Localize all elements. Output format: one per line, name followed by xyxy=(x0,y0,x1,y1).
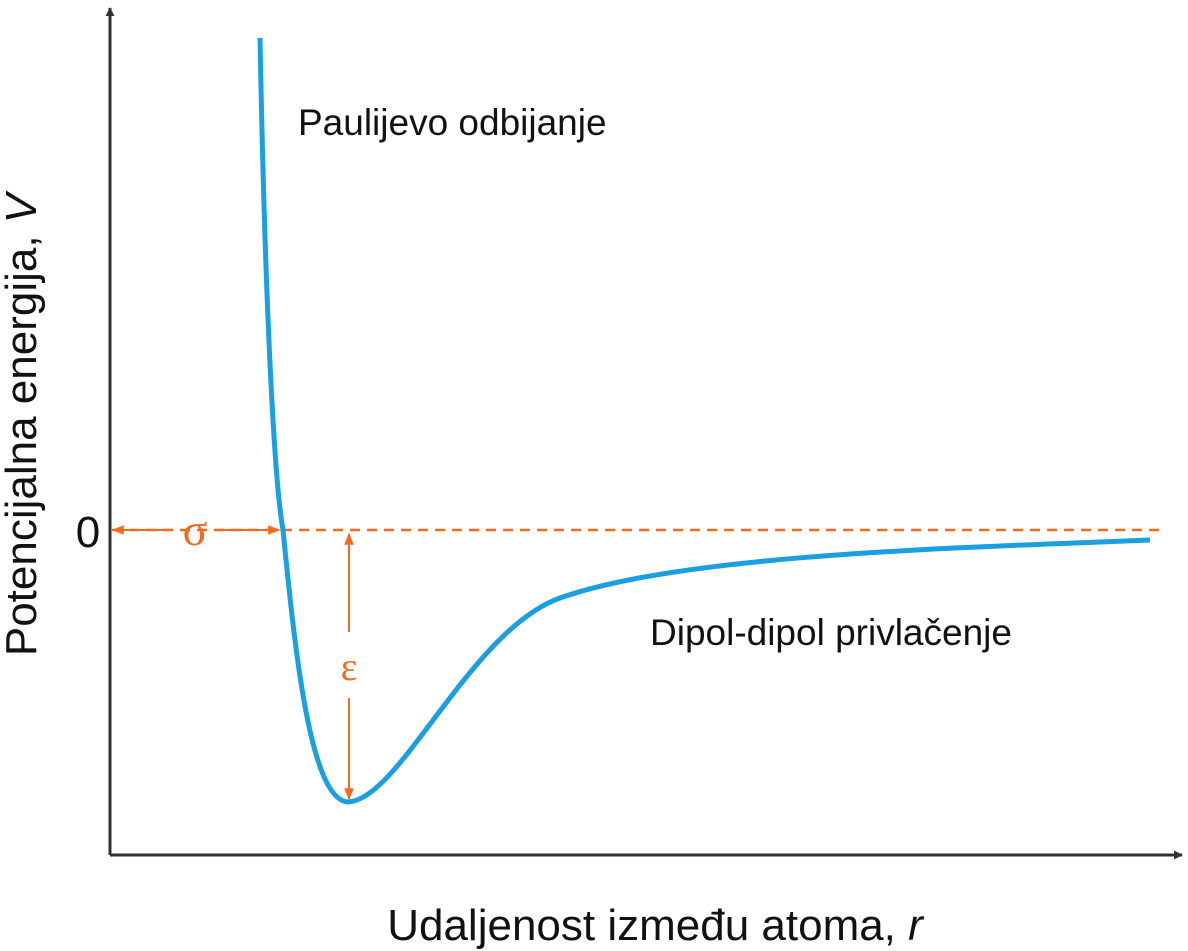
y-axis-symbol: V xyxy=(0,190,46,223)
y-axis-title-text: Potencijalna energija, xyxy=(0,223,46,656)
x-axis-title-text: Udaljenost između atoma, xyxy=(387,901,908,950)
x-axis-symbol: r xyxy=(908,901,925,950)
repulsion-label: Paulijevo odbijanje xyxy=(298,102,607,143)
x-axis-title: Udaljenost između atoma, r xyxy=(387,901,925,950)
potential-curve xyxy=(257,37,1151,805)
zero-label: 0 xyxy=(76,508,100,557)
epsilon-label: ε xyxy=(341,644,358,689)
sigma-label: σ xyxy=(183,504,208,555)
y-axis-title: Potencijalna energija, V xyxy=(0,190,46,656)
attraction-label: Dipol-dipol privlačenje xyxy=(650,612,1012,653)
